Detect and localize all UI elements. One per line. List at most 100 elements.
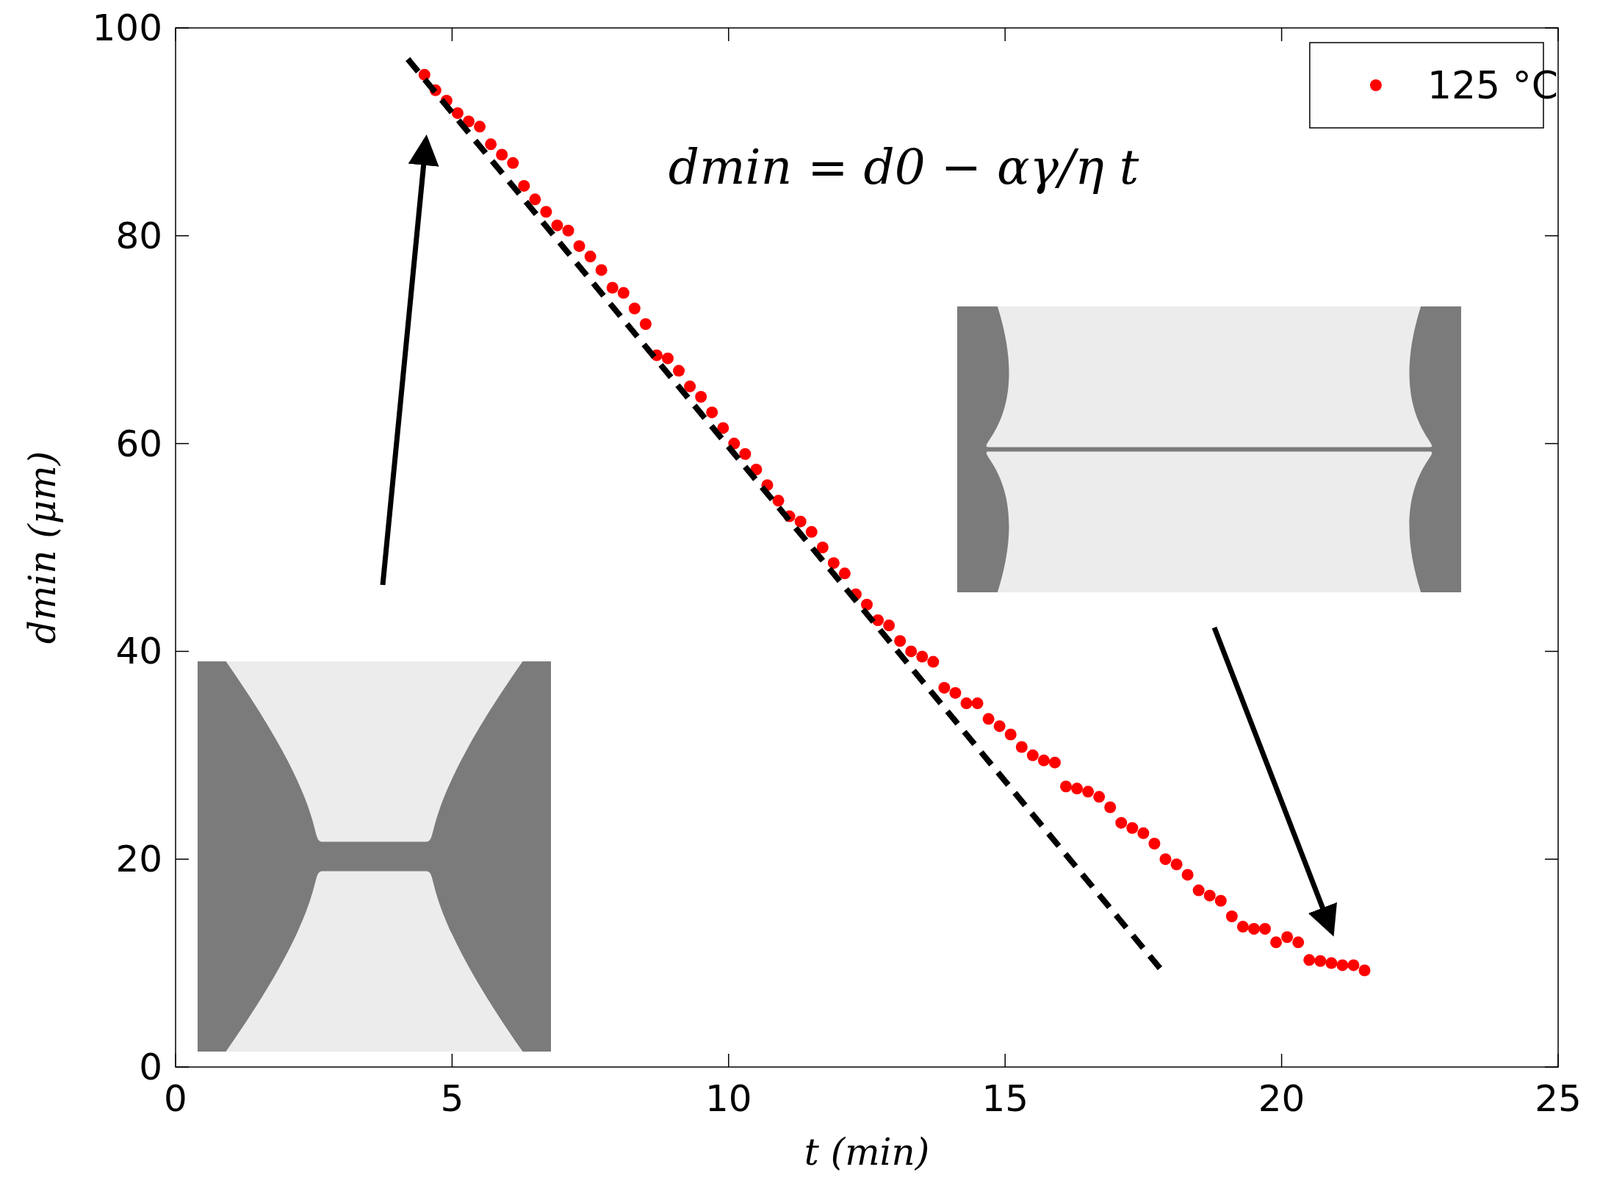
- data-point: [639, 318, 652, 330]
- data-point: [1204, 889, 1216, 902]
- data-point: [550, 219, 563, 232]
- y-axis-title: dmin (μm): [21, 451, 64, 644]
- x-tick-top: [451, 27, 454, 42]
- inset-shape: [225, 661, 523, 842]
- data-point: [595, 263, 608, 276]
- inset-background: [957, 306, 1462, 593]
- data-point: [418, 69, 431, 81]
- y-tick-right: [1544, 27, 1559, 29]
- data-point: [1215, 894, 1227, 907]
- data-point: [949, 686, 961, 699]
- data-point: [1325, 957, 1338, 969]
- x-tick-top: [174, 27, 177, 42]
- data-point: [628, 302, 641, 315]
- x-tick: [1004, 1053, 1006, 1067]
- data-point: [1259, 922, 1271, 935]
- data-point: [883, 619, 895, 632]
- plot-area: [407, 58, 1371, 976]
- data-point: [838, 567, 851, 579]
- y-tick-label: 60: [115, 422, 163, 466]
- arrow: [382, 139, 427, 585]
- data-point: [606, 282, 619, 294]
- data-point: [982, 712, 995, 725]
- legend-marker: [1370, 79, 1382, 92]
- inset-shape: [986, 306, 1433, 448]
- y-tick-label: 40: [115, 629, 163, 673]
- data-point: [805, 525, 818, 538]
- x-tick: [451, 1053, 454, 1067]
- data-point: [484, 138, 497, 150]
- x-axis-title: t (min): [804, 1130, 931, 1174]
- data-point: [1292, 935, 1304, 948]
- data-point: [1115, 816, 1127, 829]
- y-tick: [175, 442, 189, 445]
- x-tick-label: 0: [163, 1076, 188, 1120]
- x-tick: [728, 1053, 730, 1067]
- x-tick-label: 20: [1258, 1076, 1306, 1120]
- data-point: [960, 697, 973, 709]
- data-point: [916, 650, 928, 662]
- x-tick-top: [1004, 27, 1006, 42]
- y-tick: [175, 650, 189, 653]
- x-tick-top: [1281, 27, 1283, 42]
- data-point: [573, 240, 586, 252]
- data-point: [1347, 958, 1360, 971]
- inset-shape: [225, 871, 523, 1052]
- x-tick-top: [728, 27, 730, 42]
- y-tick: [175, 235, 189, 237]
- plot-frame: [175, 27, 1559, 1067]
- inset-image: [197, 661, 551, 1052]
- data-point: [1093, 790, 1105, 803]
- data-point: [927, 656, 939, 668]
- data-point: [617, 287, 630, 299]
- data-point: [1104, 801, 1116, 814]
- data-point: [473, 120, 486, 133]
- y-tick: [175, 1065, 189, 1068]
- data-point: [1226, 910, 1238, 922]
- data-point: [1071, 782, 1083, 795]
- x-tick: [174, 1053, 177, 1067]
- data-point: [451, 107, 464, 120]
- y-tick-right: [1544, 442, 1559, 445]
- data-point: [1270, 935, 1282, 948]
- x-tick: [1557, 1053, 1559, 1067]
- data-point: [1237, 920, 1249, 933]
- fit-line: [407, 58, 1160, 968]
- data-point: [794, 515, 807, 528]
- data-point: [1170, 858, 1183, 870]
- data-point: [894, 634, 906, 647]
- data-point: [739, 448, 751, 460]
- y-tick-right: [1544, 1065, 1559, 1068]
- data-point: [1336, 958, 1349, 971]
- data-point: [1248, 922, 1260, 935]
- data-point: [1281, 930, 1293, 943]
- x-tick-label: 10: [705, 1076, 753, 1120]
- x-tick-label: 15: [981, 1076, 1029, 1120]
- data-point: [1303, 953, 1315, 966]
- data-point: [1026, 749, 1039, 762]
- legend: 125 °C: [1309, 42, 1559, 128]
- data-point: [1314, 955, 1326, 967]
- data-point: [905, 644, 917, 657]
- y-tick-right: [1544, 858, 1559, 860]
- data-point: [1193, 884, 1205, 897]
- legend-label: 125 °C: [1427, 63, 1559, 108]
- inset-shape: [986, 451, 1433, 593]
- data-point: [705, 406, 718, 418]
- data-point: [1038, 754, 1050, 767]
- x-tick-label: 5: [440, 1076, 464, 1120]
- inset-image: [957, 306, 1462, 593]
- data-point: [993, 719, 1006, 732]
- arrow: [1214, 627, 1332, 932]
- data-point: [672, 365, 685, 377]
- data-point: [1004, 728, 1017, 741]
- data-point: [1148, 837, 1160, 850]
- data-point: [938, 681, 950, 694]
- data-point: [694, 390, 707, 403]
- data-point: [1359, 963, 1371, 976]
- y-tick-right: [1544, 650, 1559, 653]
- data-point: [1126, 822, 1138, 834]
- data-point: [539, 205, 552, 218]
- inset-background: [197, 661, 551, 1052]
- data-point: [1015, 740, 1028, 753]
